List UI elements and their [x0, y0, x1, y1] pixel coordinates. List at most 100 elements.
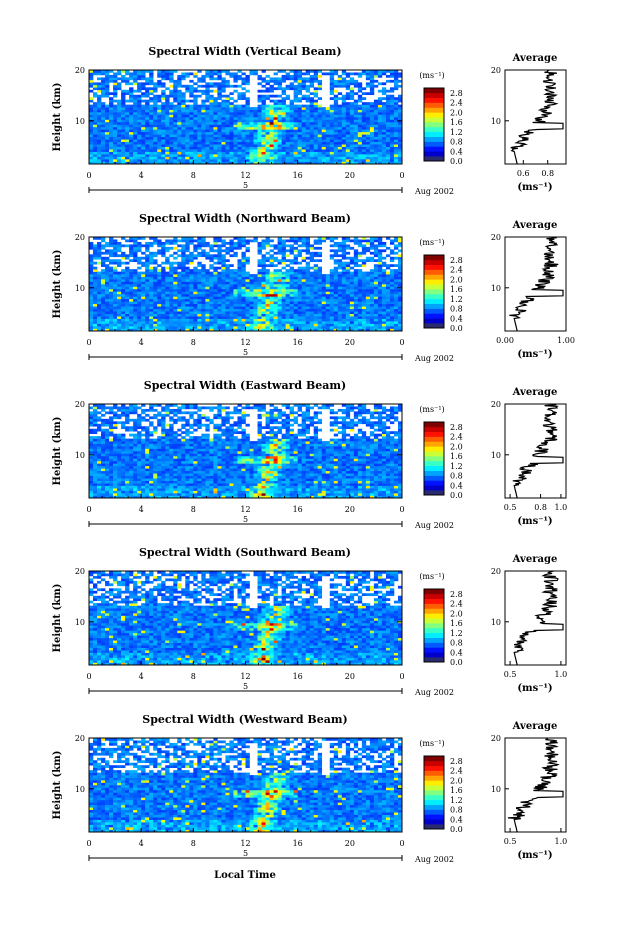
heatmap-cell	[269, 79, 274, 83]
heatmap-cell	[161, 303, 166, 307]
heatmap-cell	[285, 279, 290, 282]
heatmap-cell	[393, 161, 399, 165]
heatmap-cell	[397, 159, 403, 162]
heatmap-cell	[293, 99, 298, 103]
heatmap-cell	[145, 161, 150, 165]
heatmap-cell	[89, 77, 94, 81]
heatmap-cell	[305, 249, 310, 253]
heatmap-cell	[145, 293, 150, 297]
heatmap-cell	[101, 131, 106, 135]
heatmap-cell	[337, 107, 343, 110]
heatmap-cell	[177, 82, 182, 86]
heatmap-cell	[377, 141, 383, 145]
heatmap-cell	[161, 121, 166, 125]
heatmap-cell	[201, 117, 206, 120]
heatmap-cell	[169, 79, 174, 83]
heatmap-cell	[333, 156, 339, 160]
heatmap-cell	[317, 107, 323, 110]
heatmap-cell	[297, 269, 302, 272]
heatmap-cell	[169, 288, 174, 292]
heatmap-cell	[105, 326, 110, 329]
heatmap-cell	[309, 136, 315, 140]
heatmap-cell	[313, 87, 319, 91]
heatmap-cell	[141, 279, 146, 282]
heatmap-cell	[329, 136, 335, 140]
heatmap-cell	[169, 316, 174, 319]
heatmap-cell	[197, 323, 202, 327]
heatmap-cell	[309, 284, 315, 287]
heatmap-cell	[353, 288, 359, 292]
heatmap-cell	[213, 284, 218, 287]
heatmap-cell	[189, 271, 194, 275]
heatmap-cell	[209, 136, 214, 140]
heatmap-cell	[277, 316, 282, 319]
heatmap-cell	[237, 323, 242, 327]
heatmap-cell	[265, 274, 270, 277]
heatmap-cell	[93, 286, 98, 290]
heatmap-cell	[341, 274, 347, 277]
heatmap-cell	[393, 149, 399, 152]
heatmap-cell	[193, 159, 198, 162]
heatmap-cell	[205, 124, 210, 128]
heatmap-cell	[241, 119, 246, 123]
heatmap-cell	[337, 266, 343, 270]
heatmap-cell	[129, 251, 134, 255]
heatmap-cell	[321, 146, 327, 150]
heatmap-cell	[181, 239, 186, 243]
panel-title: Spectral Width (Vertical Beam)	[148, 45, 341, 58]
heatmap-cell	[365, 109, 371, 113]
heatmap-cell	[301, 303, 306, 307]
heatmap-cell	[201, 119, 206, 123]
heatmap-cell	[313, 308, 319, 312]
heatmap-cell	[345, 301, 351, 305]
heatmap-cell	[173, 281, 178, 285]
heatmap-cell	[289, 154, 294, 157]
heatmap-cell	[193, 269, 198, 272]
heatmap-cell	[373, 276, 379, 280]
heatmap-cell	[217, 84, 222, 88]
heatmap-cell	[353, 279, 359, 282]
x-tick-label: 8	[191, 171, 196, 180]
heatmap-cell	[213, 151, 218, 155]
heatmap-cell	[221, 244, 226, 248]
heatmap-cell	[353, 249, 359, 253]
panel-1: Spectral Width (Vertical Beam)2010Height…	[52, 45, 567, 196]
heatmap-cell	[165, 154, 170, 157]
heatmap-cell	[301, 311, 306, 314]
heatmap-cell	[197, 131, 202, 135]
heatmap-cell	[357, 94, 363, 98]
heatmap-cell	[89, 266, 94, 270]
heatmap-cell	[345, 328, 351, 332]
heatmap-cell	[93, 161, 98, 165]
heatmap-cell	[213, 328, 218, 332]
heatmap-cell	[141, 328, 146, 332]
heatmap-cell	[289, 131, 294, 135]
heatmap-cell	[97, 159, 102, 162]
heatmap-cell	[165, 146, 170, 150]
heatmap-cell	[173, 151, 178, 155]
heatmap-cell	[293, 119, 298, 123]
heatmap-cell	[185, 303, 190, 307]
heatmap-cell	[185, 146, 190, 150]
heatmap-cell	[197, 241, 202, 245]
heatmap-cell	[269, 298, 274, 302]
heatmap-cell	[365, 274, 371, 277]
heatmap-cell	[329, 124, 335, 128]
heatmap-cell	[185, 288, 190, 292]
heatmap-cell	[285, 74, 290, 78]
heatmap-cell	[233, 308, 238, 312]
heatmap-cell	[309, 149, 315, 152]
heatmap-cell	[153, 326, 158, 329]
heatmap-cell	[321, 131, 327, 135]
heatmap-cell	[389, 70, 395, 73]
heatmap-cell	[233, 323, 238, 327]
heatmap-cell	[333, 241, 339, 245]
heatmap-cell	[89, 126, 94, 130]
heatmap-cell	[153, 107, 158, 110]
heatmap-cell	[333, 114, 339, 118]
heatmap-cell	[189, 99, 194, 103]
heatmap-cell	[237, 266, 242, 270]
heatmap-cell	[157, 284, 162, 287]
heatmap-cell	[109, 159, 114, 162]
heatmap-cell	[101, 279, 106, 282]
